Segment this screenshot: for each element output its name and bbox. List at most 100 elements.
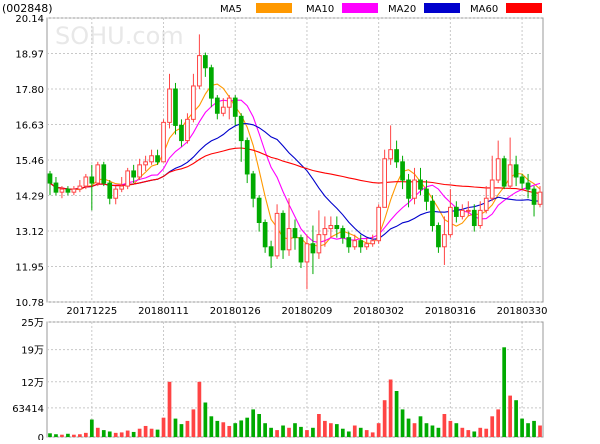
candle-body	[155, 155, 160, 163]
volume-bar	[496, 409, 501, 437]
volume-bar	[78, 434, 82, 437]
candle-body	[208, 67, 214, 99]
volume-bars	[48, 347, 542, 437]
volume-bar	[251, 409, 256, 437]
volume-bar	[54, 434, 58, 437]
candle	[161, 119, 166, 163]
date-tick-label: 20180209	[281, 306, 332, 317]
candle-body	[113, 188, 119, 199]
price-tick-label: 16.63	[15, 121, 44, 132]
volume-bar	[101, 430, 106, 437]
candle-body	[238, 115, 244, 142]
candle-body	[471, 209, 477, 227]
candle	[394, 140, 399, 168]
legend: MA5 MA10 MA20 MA60	[220, 3, 542, 15]
volume-bar	[460, 427, 465, 437]
candle-body	[95, 164, 101, 184]
candle	[208, 64, 214, 108]
volume-bar	[508, 395, 512, 437]
candle-body	[519, 176, 525, 184]
volume-bar	[66, 433, 70, 437]
candle	[101, 161, 107, 187]
candle-body	[71, 188, 77, 193]
volume-bar	[167, 381, 172, 437]
candle-body	[286, 228, 292, 251]
volume-bar	[89, 419, 94, 437]
candle-body	[477, 209, 483, 227]
candle-body	[101, 164, 107, 184]
volume-bar	[161, 417, 166, 437]
candle	[364, 237, 370, 250]
candle	[298, 234, 304, 269]
volume-bar	[179, 424, 184, 437]
candle-body	[322, 228, 328, 236]
candle-body	[537, 191, 543, 205]
candle-body	[489, 179, 495, 199]
candle-body	[191, 85, 196, 120]
candle-body	[412, 179, 417, 199]
candle	[501, 155, 507, 190]
candle-body	[346, 237, 352, 248]
volume-bar	[227, 425, 232, 437]
volume-bar	[137, 428, 142, 437]
candle-body	[262, 222, 268, 248]
legend-swatch-ma60	[506, 3, 542, 13]
candle	[340, 225, 346, 244]
price-tick-label: 10.78	[15, 298, 44, 309]
candle-body	[107, 182, 113, 199]
legend-label-ma10: MA10	[306, 4, 334, 15]
candle	[119, 176, 125, 193]
candle	[268, 240, 274, 269]
candle-body	[232, 97, 238, 117]
candle-body	[250, 173, 256, 199]
candle	[316, 210, 322, 259]
volume-bar	[400, 409, 405, 437]
volume-bar	[538, 425, 542, 437]
date-tick-label: 20180330	[497, 306, 548, 317]
candle-body	[400, 161, 405, 181]
candle	[430, 195, 435, 232]
candle	[519, 173, 525, 190]
candle	[477, 201, 483, 229]
volume-bar	[394, 391, 399, 437]
candle	[179, 119, 184, 147]
candle-body	[131, 170, 137, 178]
candle	[328, 216, 334, 238]
candle-body	[531, 188, 537, 205]
date-tick-label: 20180302	[353, 306, 404, 317]
candle-body	[388, 149, 393, 160]
candle	[292, 219, 298, 250]
candle-body	[334, 225, 340, 230]
candle	[453, 201, 459, 223]
candle-body	[119, 185, 125, 190]
candle	[304, 234, 310, 290]
candle-body	[430, 200, 435, 227]
candle	[513, 155, 519, 187]
candle	[47, 170, 53, 196]
volume-tick-label: 25万	[21, 318, 44, 329]
volume-bar	[502, 347, 507, 437]
candle-body	[453, 206, 459, 217]
volume-grid	[46, 321, 544, 438]
volume-bar	[293, 423, 297, 437]
volume-bar	[185, 420, 190, 437]
candle	[232, 95, 238, 126]
volume-bar	[442, 414, 447, 437]
candle-body	[364, 243, 370, 248]
volume-bar	[364, 430, 369, 437]
volume-bar	[466, 430, 471, 437]
candle-body	[47, 173, 53, 184]
candle	[83, 173, 89, 190]
candle-body	[220, 106, 226, 114]
date-axis: 20171225 20180111 20180126 20180209 20180302…	[66, 306, 547, 317]
candle-body	[143, 161, 148, 166]
volume-bar	[113, 432, 118, 437]
candle-body	[256, 197, 262, 224]
candle-body	[179, 124, 184, 142]
volume-bar	[478, 427, 483, 437]
candle	[400, 155, 405, 190]
candle	[53, 176, 59, 196]
volume-bar	[72, 434, 76, 437]
candle-body	[310, 243, 316, 254]
volume-bar	[334, 424, 339, 437]
